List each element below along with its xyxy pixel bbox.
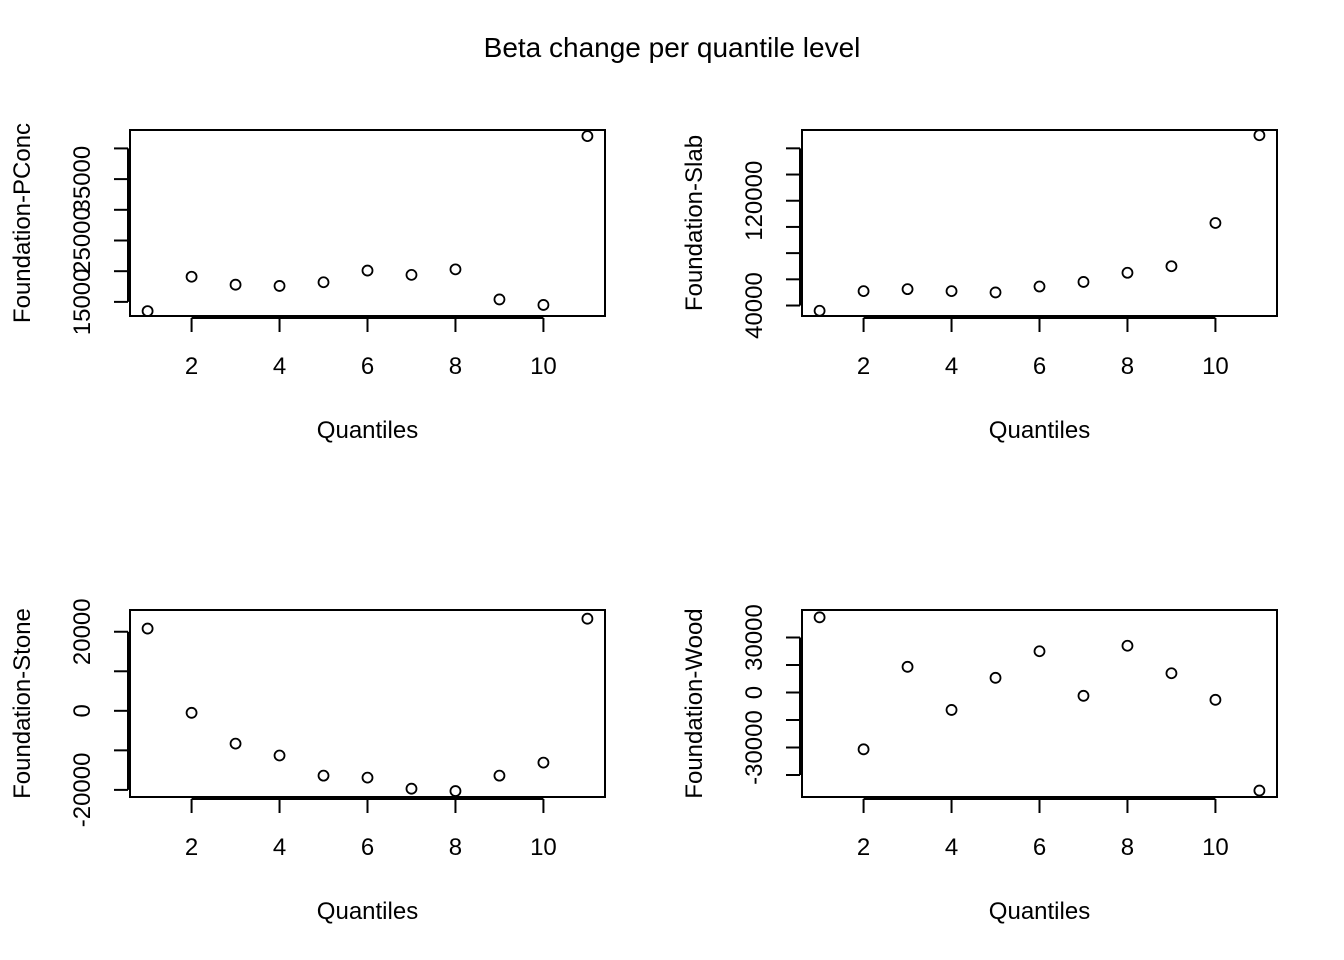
y-tick-label: 0	[741, 686, 768, 699]
x-tick-label: 8	[1121, 353, 1134, 380]
x-axis-label: Quantiles	[989, 898, 1090, 925]
x-tick-label: 8	[449, 834, 462, 861]
plot-box	[801, 609, 1278, 798]
x-tick-label: 8	[1121, 834, 1134, 861]
data-point	[229, 737, 242, 750]
y-tick-label: 25000	[69, 207, 96, 274]
y-tick-label: -20000	[69, 753, 96, 828]
data-point	[493, 293, 506, 306]
y-tick-label: 120000	[741, 161, 768, 241]
data-point	[405, 268, 418, 281]
panel-2: 2 4 6 8 10 40000 120000 Quantiles Foundation-Sla…	[681, 129, 1278, 444]
data-point	[1121, 639, 1134, 652]
x-tick-label: 6	[361, 834, 374, 861]
data-point	[901, 283, 914, 296]
x-axis-label: Quantiles	[317, 417, 418, 444]
x-tick-label: 4	[273, 834, 286, 861]
y-tick-label: -30000	[741, 710, 768, 785]
data-point	[1033, 645, 1046, 658]
x-tick-label: 4	[945, 834, 958, 861]
data-point	[901, 660, 914, 673]
x-tick-label: 6	[1033, 353, 1046, 380]
data-point	[1209, 693, 1222, 706]
x-tick-label: 6	[1033, 834, 1046, 861]
x-tick-label: 10	[530, 353, 557, 380]
x-tick-label: 10	[1202, 834, 1229, 861]
data-point	[1253, 784, 1266, 797]
data-point	[1033, 280, 1046, 293]
data-point	[273, 280, 286, 292]
y-axis-label: Foundation-Slab	[681, 135, 708, 311]
data-point	[813, 611, 826, 624]
y-tick-label: 35000	[69, 146, 96, 213]
plot-box	[129, 129, 606, 317]
data-point	[361, 771, 374, 784]
y-tick-label: 30000	[741, 604, 768, 671]
data-point	[1077, 276, 1090, 288]
data-point	[317, 276, 330, 289]
data-point	[1077, 689, 1090, 702]
data-point	[813, 304, 826, 317]
data-point	[1165, 260, 1178, 273]
data-point	[449, 263, 462, 276]
plot-box	[129, 609, 606, 798]
data-point	[229, 278, 242, 291]
x-tick-label: 6	[361, 353, 374, 380]
y-tick-label: 20000	[69, 598, 96, 665]
x-tick-label: 2	[857, 353, 870, 380]
data-point	[581, 130, 594, 143]
x-axis-label: Quantiles	[317, 898, 418, 925]
data-point	[581, 612, 594, 625]
y-tick-label: 15000	[69, 269, 96, 336]
data-point	[857, 743, 870, 756]
data-point	[361, 264, 374, 277]
y-tick-label: 40000	[741, 272, 768, 339]
y-axis-label: Foundation-Wood	[681, 608, 708, 798]
data-point	[185, 270, 198, 283]
data-point	[1121, 266, 1134, 279]
x-tick-label: 10	[530, 834, 557, 861]
x-tick-label: 8	[449, 353, 462, 380]
data-point	[989, 286, 1002, 299]
y-tick-label: 0	[69, 704, 96, 717]
data-point	[1253, 129, 1266, 142]
data-point	[317, 769, 330, 782]
y-axis-label: Foundation-Stone	[9, 608, 36, 799]
x-tick-label: 2	[185, 353, 198, 380]
x-tick-label: 10	[1202, 353, 1229, 380]
data-point	[185, 706, 198, 719]
x-axis-label: Quantiles	[989, 417, 1090, 444]
data-point	[537, 299, 550, 311]
data-point	[537, 756, 550, 769]
x-tick-label: 2	[185, 834, 198, 861]
x-tick-label: 4	[273, 353, 286, 380]
data-point	[141, 305, 154, 317]
data-point	[945, 285, 958, 298]
x-tick-label: 4	[945, 353, 958, 380]
plot-box	[801, 129, 1278, 317]
data-point	[449, 785, 462, 797]
data-point	[141, 622, 154, 635]
data-point	[945, 704, 958, 716]
panel-3: 2 4 6 8 10 -20000 0 20000 Quantiles Foundation-St…	[9, 598, 606, 925]
figure-title: Beta change per quantile level	[484, 32, 861, 63]
y-axis-label: Foundation-PConc	[9, 123, 36, 323]
data-point	[405, 782, 418, 795]
data-point	[989, 671, 1002, 684]
x-tick-label: 2	[857, 834, 870, 861]
data-point	[857, 285, 870, 298]
data-point	[1209, 217, 1222, 229]
data-point	[273, 749, 286, 762]
panel-4: 2 4 6 8 10 -30000 0 30000 Quantiles Foundation-Wo…	[681, 604, 1278, 925]
data-point	[493, 769, 506, 782]
data-point	[1165, 667, 1178, 680]
